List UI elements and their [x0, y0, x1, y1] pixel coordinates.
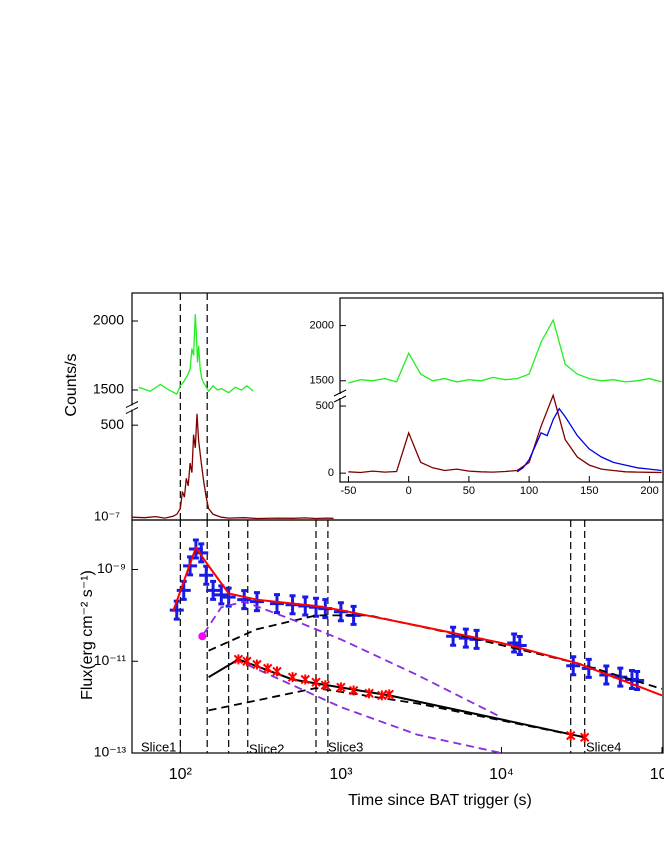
- data-point: [384, 689, 394, 700]
- x-axis-title: Time since BAT trigger (s): [348, 792, 532, 809]
- data-point: [269, 593, 284, 615]
- data-point: [446, 625, 461, 647]
- data-point: [199, 564, 214, 586]
- data-point: [333, 601, 348, 623]
- series-line: [132, 413, 334, 520]
- data-point: [512, 635, 527, 657]
- x-tick-label: 50: [463, 485, 475, 497]
- data-point: [206, 579, 221, 601]
- data-point: [233, 654, 244, 665]
- plot-area: [132, 314, 334, 520]
- y-tick-label: 1500: [93, 381, 124, 397]
- x-tick-label: 10⁵: [650, 766, 664, 783]
- model-component: [208, 687, 585, 739]
- data-point: [579, 732, 590, 743]
- panel: 10⁻¹³ 10⁻¹¹ 10⁻⁹ 10² 10³ 10⁴ 10⁵ Slice1 Slice2 Sl…: [79, 519, 664, 809]
- plot-area: [348, 318, 662, 474]
- data-point: [194, 542, 209, 564]
- data-point: [249, 591, 264, 613]
- x-tick-label: 150: [580, 485, 598, 497]
- y-tick-label: 10⁻¹¹: [94, 652, 127, 668]
- y-tick-label: 500: [101, 416, 125, 432]
- x-tick-label: 200: [640, 485, 658, 497]
- data-point: [377, 690, 387, 701]
- model-component: [203, 600, 502, 719]
- data-point: [300, 674, 310, 685]
- data-point: [364, 688, 374, 699]
- data-point: [214, 584, 229, 606]
- data-point: [237, 589, 252, 611]
- plot-frame: [339, 297, 664, 483]
- data-point: [613, 666, 628, 688]
- data-point: [309, 596, 324, 618]
- slice-label: Slice1: [141, 739, 176, 754]
- x-tick-label: 10⁴: [489, 766, 514, 783]
- y-tick-label: 10⁻⁹: [97, 560, 126, 576]
- axis-break-gap: [339, 394, 342, 398]
- y-tick-label: 500: [316, 400, 334, 412]
- model-component: [234, 658, 502, 753]
- data-point: [348, 685, 359, 696]
- slice-label: Slice4: [586, 739, 621, 754]
- data-point: [566, 655, 581, 677]
- data-point: [262, 663, 273, 674]
- data-point: [176, 579, 191, 601]
- data-point: [318, 598, 333, 620]
- panel: 1500 2000 0 500 -50 0 50 100 150 200: [310, 297, 664, 497]
- y-tick-label: 2000: [310, 319, 334, 331]
- axis-break: [125, 401, 139, 408]
- axis-break-gap: [131, 405, 134, 410]
- y-tick-label: 0: [328, 467, 334, 479]
- data-point: [221, 586, 236, 608]
- plot-frame: [131, 519, 664, 754]
- plot-area: [169, 538, 663, 753]
- data-point: [198, 632, 207, 641]
- slice-label: Slice2: [249, 741, 284, 756]
- axis-break: [125, 407, 139, 414]
- data-point: [242, 656, 252, 667]
- data-point: [272, 666, 282, 677]
- data-point: [298, 595, 313, 617]
- series-line: [348, 393, 662, 474]
- x-tick-label: 100: [520, 485, 538, 497]
- y-tick-label: 10⁻¹³: [94, 744, 127, 760]
- axis-break: [333, 389, 347, 397]
- x-tick-label: -50: [340, 485, 356, 497]
- series-line: [516, 407, 662, 473]
- x-tick-label: 10²: [169, 766, 193, 783]
- series-line: [172, 545, 663, 697]
- axis-break: [333, 395, 347, 403]
- y-tick-label: 2000: [93, 312, 124, 328]
- y-tick-label: 1500: [310, 375, 334, 387]
- data-point: [311, 677, 321, 688]
- series-line: [138, 314, 254, 396]
- data-point: [346, 604, 361, 626]
- series-line: [348, 318, 662, 384]
- x-tick-label: 0: [406, 485, 412, 497]
- data-point: [287, 672, 298, 683]
- data-point: [169, 599, 184, 621]
- corner-label: 10⁻⁷: [94, 508, 120, 523]
- y-axis-title: Flux(erg cm⁻² s⁻¹): [79, 570, 96, 700]
- y-axis-title: Counts/s: [63, 353, 80, 416]
- data-point: [252, 659, 262, 670]
- x-tick-label: 10³: [329, 766, 353, 783]
- data-point: [565, 730, 576, 741]
- data-point: [320, 680, 331, 691]
- data-point: [336, 682, 346, 693]
- data-point: [507, 632, 522, 654]
- slice-label: Slice3: [328, 739, 363, 754]
- data-point: [458, 627, 473, 649]
- data-point: [285, 594, 300, 616]
